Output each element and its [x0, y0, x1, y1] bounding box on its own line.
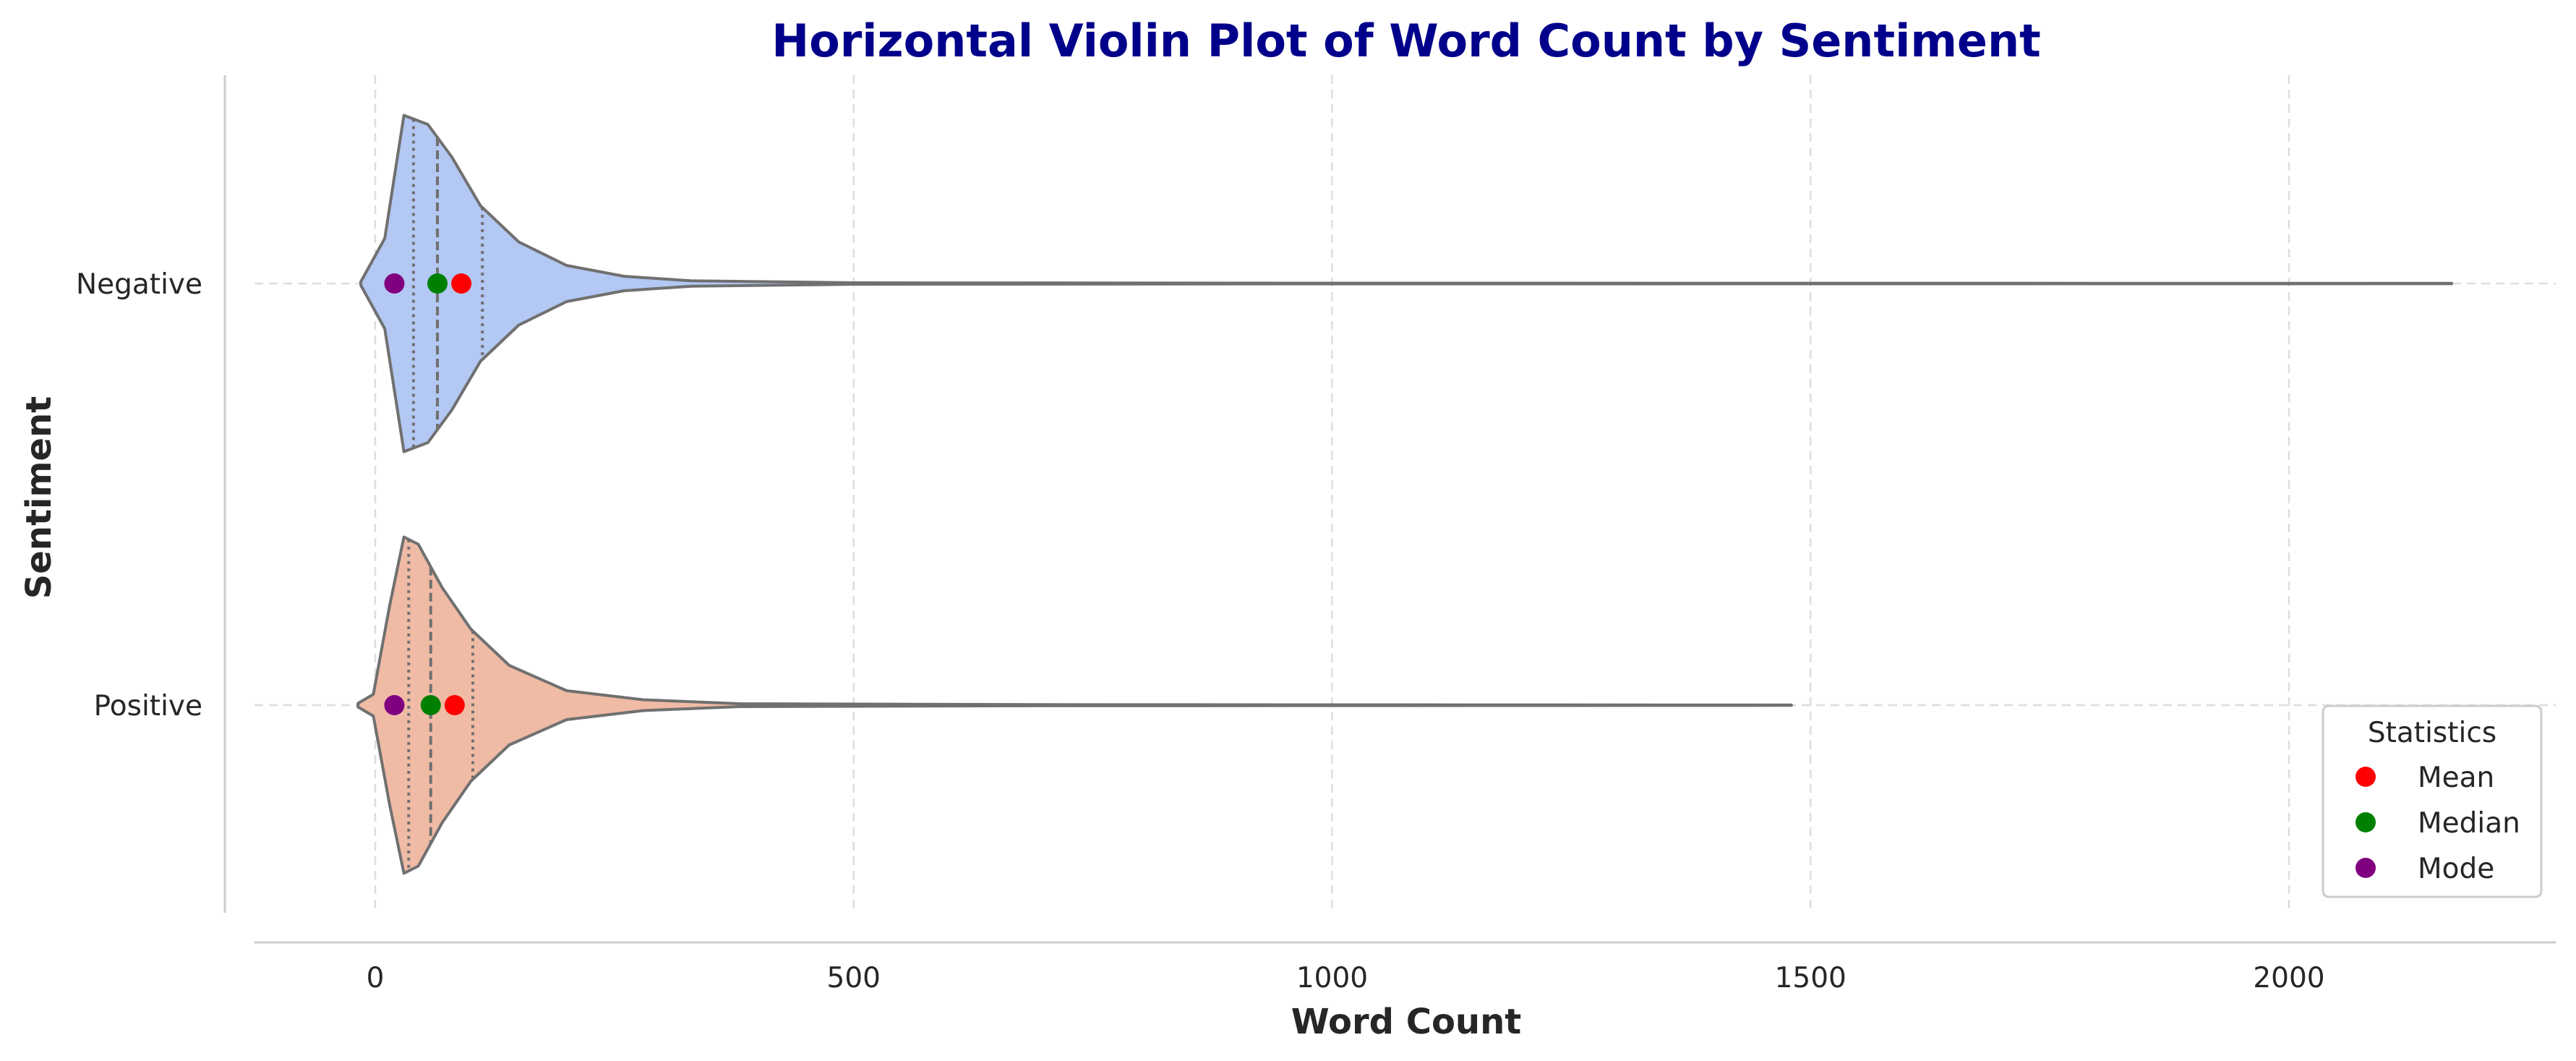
x-tick-label: 500: [827, 962, 881, 994]
x-tick-label: 1500: [1775, 962, 1847, 994]
median-point: [420, 695, 441, 715]
legend-label-mode: Mode: [2418, 853, 2494, 885]
x-tick-label: 1000: [1296, 962, 1368, 994]
mean-point: [451, 273, 472, 294]
grid-lines: [254, 75, 2556, 913]
y-tick-label: Negative: [76, 268, 202, 301]
legend-box: [2322, 704, 2543, 898]
mode-point: [384, 695, 405, 715]
y-tick-labels: Negative Positive: [76, 268, 202, 723]
violin-negative: [359, 114, 2453, 453]
legend-label-mean: Mean: [2418, 762, 2494, 794]
legend-marker-mode: [2355, 858, 2376, 878]
violin-positive: [356, 535, 1793, 875]
violin-body: [359, 114, 2453, 453]
legend-title: Statistics: [2368, 717, 2496, 749]
violins: [356, 114, 2453, 875]
x-tick-labels: 0 500 1000 1500 2000: [367, 962, 2325, 994]
x-tick-label: 2000: [2253, 962, 2324, 994]
legend-marker-mean: [2355, 767, 2376, 787]
y-axis-label: Sentiment: [19, 396, 59, 599]
mode-point: [384, 273, 405, 294]
legend: Statistics Mean Median Mode: [2322, 704, 2543, 898]
legend-label-median: Median: [2418, 807, 2520, 840]
violin-body: [356, 535, 1793, 875]
legend-marker-median: [2355, 812, 2376, 832]
mean-point: [444, 695, 465, 715]
chart-title: Horizontal Violin Plot of Word Count by …: [771, 14, 2041, 67]
y-tick-label: Positive: [94, 690, 202, 723]
median-point: [427, 273, 448, 294]
x-tick-label: 0: [367, 962, 385, 994]
x-axis-label: Word Count: [1291, 1002, 1521, 1042]
